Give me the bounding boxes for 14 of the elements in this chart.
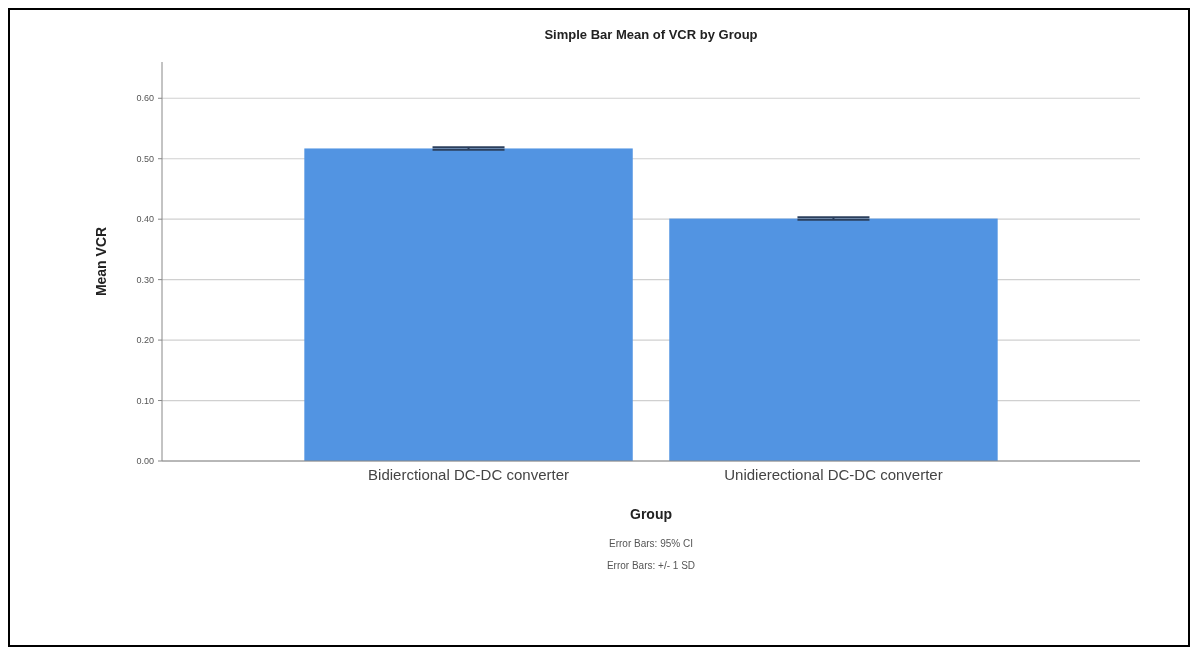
y-tick-label: 0.00 [136,456,154,467]
y-tick-label: 0.50 [136,153,154,164]
y-tick-label: 0.20 [136,335,154,346]
text: Error Bars: 95% CI [609,538,693,549]
y-axis-title: Mean VCR [93,226,109,297]
y-tick-label: 0.60 [136,93,154,104]
text: Error Bars: +/- 1 SD [606,560,696,571]
y-tick-label: 0.30 [136,274,154,285]
y-tick-label: 0.10 [136,395,154,406]
x-tick-label: Unidierectional DC-DC converter [724,466,943,483]
chart-title: Simple Bar Mean of VCR by Group [544,27,758,42]
x-tick-label: Bidierctional DC-DC converter [368,466,569,483]
x-axis-title: Group [630,506,672,522]
y-tick-label: 0.40 [136,214,154,225]
